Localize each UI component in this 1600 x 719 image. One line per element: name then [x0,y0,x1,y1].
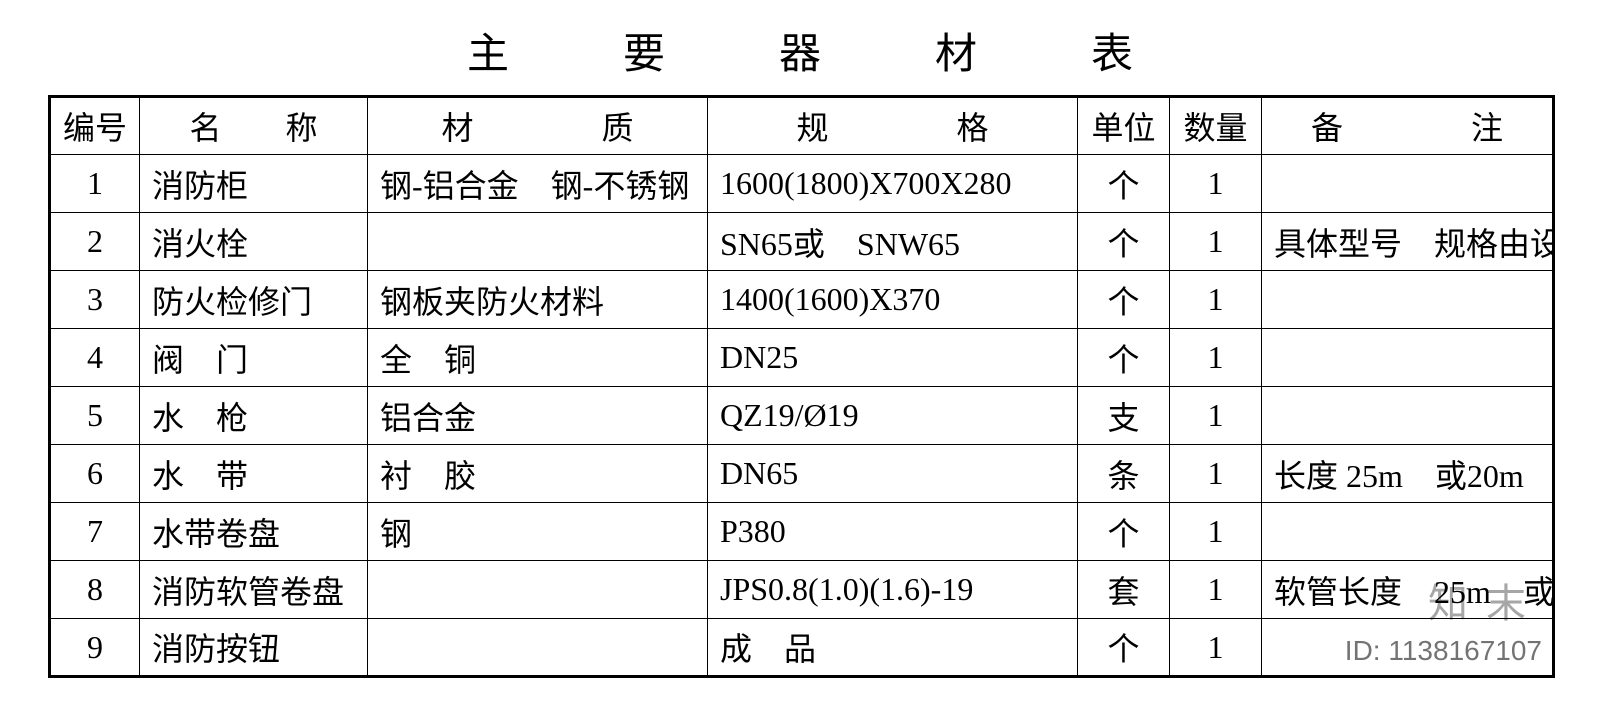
equipment-table: 编号 名 称 材 质 规 格 单位 数量 备 注 1消防柜钢-铝合金 钢-不锈钢… [48,95,1555,678]
cell-id: 8 [50,561,140,619]
cell-unit: 个 [1078,213,1170,271]
col-header-unit: 单位 [1078,97,1170,155]
table-title: 主 要 器 材 表 [48,20,1552,81]
col-header-material: 材 质 [368,97,708,155]
cell-qty: 1 [1170,561,1262,619]
cell-spec: 1400(1600)X370 [708,271,1078,329]
cell-name: 消火栓 [140,213,368,271]
col-header-qty: 数量 [1170,97,1262,155]
cell-remark: 长度 25m 或20m [1262,445,1554,503]
cell-qty: 1 [1170,271,1262,329]
table-row: 6水 带衬 胶DN65条1长度 25m 或20m [50,445,1554,503]
cell-id: 4 [50,329,140,387]
table-row: 8消防软管卷盘JPS0.8(1.0)(1.6)-19套1软管长度 25m 或20… [50,561,1554,619]
cell-spec: P380 [708,503,1078,561]
cell-remark [1262,387,1554,445]
table-row: 1消防柜钢-铝合金 钢-不锈钢1600(1800)X700X280个1 [50,155,1554,213]
cell-name: 水 枪 [140,387,368,445]
cell-spec: 1600(1800)X700X280 [708,155,1078,213]
cell-spec: DN25 [708,329,1078,387]
cell-qty: 1 [1170,619,1262,677]
cell-name: 水 带 [140,445,368,503]
cell-remark [1262,271,1554,329]
watermark-id: ID: 1138167107 [1345,635,1542,667]
cell-unit: 支 [1078,387,1170,445]
cell-remark [1262,155,1554,213]
cell-id: 2 [50,213,140,271]
col-header-spec: 规 格 [708,97,1078,155]
cell-material: 全 铜 [368,329,708,387]
cell-qty: 1 [1170,155,1262,213]
cell-unit: 个 [1078,503,1170,561]
table-row: 3防火检修门钢板夹防火材料1400(1600)X370个1 [50,271,1554,329]
cell-qty: 1 [1170,503,1262,561]
cell-qty: 1 [1170,387,1262,445]
cell-material [368,213,708,271]
cell-name: 水带卷盘 [140,503,368,561]
cell-spec: JPS0.8(1.0)(1.6)-19 [708,561,1078,619]
cell-material [368,619,708,677]
cell-name: 防火检修门 [140,271,368,329]
table-row: 9消防按钮 成 品个1 [50,619,1554,677]
cell-material: 铝合金 [368,387,708,445]
table-row: 4阀 门全 铜DN25个1 [50,329,1554,387]
cell-id: 7 [50,503,140,561]
cell-unit: 个 [1078,619,1170,677]
cell-spec: DN65 [708,445,1078,503]
page-root: 主 要 器 材 表 编号 名 称 材 质 规 格 单位 数量 备 注 1消防柜钢… [0,0,1600,719]
cell-remark: 具体型号 规格由设计确定 [1262,213,1554,271]
cell-id: 6 [50,445,140,503]
cell-name: 消防按钮 [140,619,368,677]
cell-material [368,561,708,619]
table-row: 5水 枪铝合金QZ19/Ø19支1 [50,387,1554,445]
cell-spec: QZ19/Ø19 [708,387,1078,445]
cell-material: 衬 胶 [368,445,708,503]
cell-qty: 1 [1170,445,1262,503]
cell-id: 3 [50,271,140,329]
table-head: 编号 名 称 材 质 规 格 单位 数量 备 注 [50,97,1554,155]
watermark-logo: 知 末 [1428,571,1530,629]
cell-remark [1262,329,1554,387]
cell-name: 阀 门 [140,329,368,387]
cell-id: 9 [50,619,140,677]
cell-spec: 成 品 [708,619,1078,677]
cell-unit: 个 [1078,271,1170,329]
cell-id: 1 [50,155,140,213]
cell-material: 钢-铝合金 钢-不锈钢 [368,155,708,213]
cell-spec: SN65或 SNW65 [708,213,1078,271]
cell-unit: 套 [1078,561,1170,619]
cell-unit: 个 [1078,155,1170,213]
cell-qty: 1 [1170,213,1262,271]
cell-remark [1262,503,1554,561]
col-header-name: 名 称 [140,97,368,155]
cell-material: 钢 [368,503,708,561]
cell-unit: 个 [1078,329,1170,387]
cell-material: 钢板夹防火材料 [368,271,708,329]
table-row: 2消火栓 SN65或 SNW65个1具体型号 规格由设计确定 [50,213,1554,271]
col-header-id: 编号 [50,97,140,155]
table-row: 7水带卷盘钢P380个1 [50,503,1554,561]
cell-qty: 1 [1170,329,1262,387]
table-body: 1消防柜钢-铝合金 钢-不锈钢1600(1800)X700X280个12消火栓S… [50,155,1554,677]
cell-name: 消防软管卷盘 [140,561,368,619]
header-row: 编号 名 称 材 质 规 格 单位 数量 备 注 [50,97,1554,155]
col-header-remark: 备 注 [1262,97,1554,155]
cell-name: 消防柜 [140,155,368,213]
cell-unit: 条 [1078,445,1170,503]
cell-id: 5 [50,387,140,445]
